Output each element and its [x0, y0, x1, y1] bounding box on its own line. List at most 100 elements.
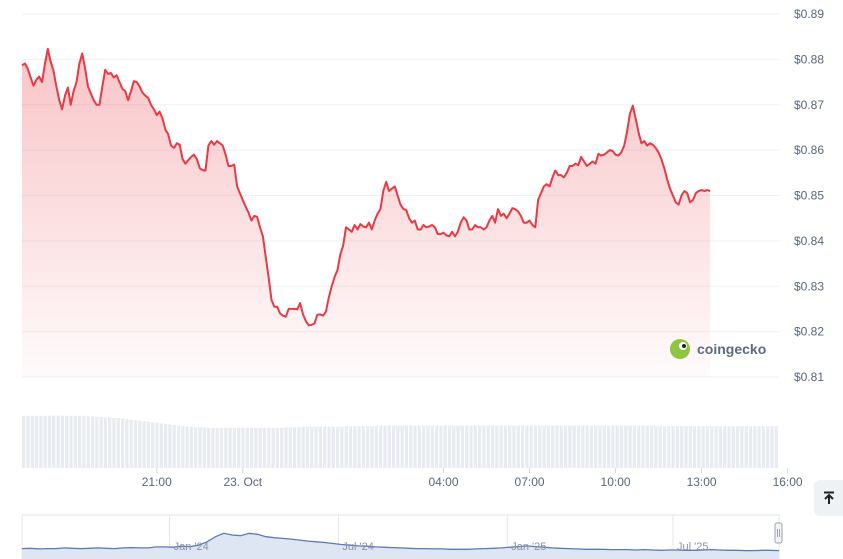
volume-bar [525, 425, 529, 468]
volume-bar [125, 419, 129, 468]
volume-bar [422, 425, 426, 468]
volume-bar [671, 426, 675, 468]
volume-bar [305, 426, 310, 468]
volume-bar [735, 426, 740, 468]
volume-bar [667, 426, 671, 468]
volume-bar [606, 425, 611, 468]
volume-bar [202, 427, 206, 468]
volume-bar [538, 425, 542, 468]
volume-bar [112, 417, 116, 468]
scroll-to-top-button[interactable] [814, 480, 843, 516]
volume-bar [705, 426, 710, 468]
volume-bar [254, 427, 258, 468]
volume-bar [710, 426, 714, 468]
price-line [21, 47, 711, 327]
navigator[interactable]: Jan '24 Jul '24 Jan '25 Jul '25 [21, 514, 783, 559]
volume-bar [503, 425, 508, 468]
coingecko-logo: coingecko [670, 339, 766, 359]
volume-bar [576, 425, 581, 468]
volume-bar [434, 425, 439, 468]
volume-bar [133, 420, 138, 468]
volume-bar [443, 425, 447, 468]
volume-bar [594, 425, 598, 468]
volume-bar [138, 420, 142, 468]
volume-bar [176, 425, 181, 468]
volume-bar [697, 426, 701, 468]
volume-bar [748, 426, 753, 468]
y-tick-label: $0.84 [794, 234, 824, 248]
volume-bar [624, 425, 628, 468]
y-tick-label: $0.89 [794, 7, 824, 21]
volume-bar [366, 426, 370, 468]
volume-bar [60, 415, 65, 468]
volume-bar [73, 415, 77, 468]
navigator-handle[interactable] [774, 522, 783, 544]
volume-bar [628, 425, 632, 468]
volume-bar [555, 425, 559, 468]
volume-bar [30, 415, 34, 468]
volume-bar [39, 415, 43, 468]
volume-bar [417, 425, 422, 468]
volume-bar [563, 425, 568, 468]
volume-bar [370, 426, 374, 468]
volume-bar [568, 425, 572, 468]
volume-bar [757, 426, 761, 468]
volume-bar [774, 426, 778, 468]
volume-bar [34, 415, 39, 468]
volume-bar [275, 427, 280, 468]
y-tick-label: $0.83 [794, 279, 824, 293]
volume-bar [731, 426, 735, 468]
volume-bar [658, 425, 662, 468]
volume-bar [378, 425, 383, 468]
volume-bar [146, 421, 151, 468]
volume-bar [159, 423, 163, 468]
volume-bar [692, 426, 697, 468]
volume-bar [181, 426, 185, 468]
volume-bar [452, 425, 456, 468]
volume-bar [589, 425, 594, 468]
volume-bar [82, 415, 86, 468]
volume-bar [727, 426, 731, 468]
volume-bar [241, 427, 245, 468]
volume-bar [215, 427, 219, 468]
y-tick-label: $0.86 [794, 143, 824, 157]
volume-bar [572, 425, 576, 468]
x-tick-label: 21:00 [142, 475, 172, 489]
volume-bar [353, 426, 357, 468]
volume-bar [56, 415, 60, 468]
volume-bar [499, 425, 503, 468]
volume-bar [495, 425, 499, 468]
volume-bar [189, 426, 194, 468]
volume-bar [340, 426, 344, 468]
volume-bar [327, 426, 331, 468]
volume-bar [245, 427, 249, 468]
volume-bar [516, 425, 520, 468]
volume-bar [374, 425, 378, 468]
volume-bar [361, 426, 366, 468]
x-tick-label: 13:00 [687, 475, 717, 489]
volume-bar [151, 422, 155, 468]
volume-bar [387, 425, 391, 468]
volume-bar [103, 417, 108, 468]
volume-bar [426, 425, 430, 468]
volume-bar [90, 416, 95, 468]
volume-bars [22, 415, 778, 468]
arrow-to-top-icon [823, 491, 834, 504]
volume-bar [280, 427, 284, 468]
volume-bar [637, 425, 641, 468]
volume-bar [232, 427, 237, 468]
y-tick-label: $0.85 [794, 189, 824, 203]
volume-bar [744, 426, 748, 468]
volume-bar [318, 426, 323, 468]
volume-bar [194, 427, 198, 468]
price-area [22, 48, 711, 378]
volume-bar [237, 427, 241, 468]
volume-bar [26, 415, 30, 468]
y-tick-label: $0.87 [794, 98, 824, 112]
y-tick-label: $0.81 [794, 370, 824, 384]
volume-bar [740, 426, 744, 468]
volume-bar [288, 427, 292, 468]
volume-bar [508, 425, 512, 468]
volume-bar [559, 425, 563, 468]
volume-bar [649, 425, 654, 468]
